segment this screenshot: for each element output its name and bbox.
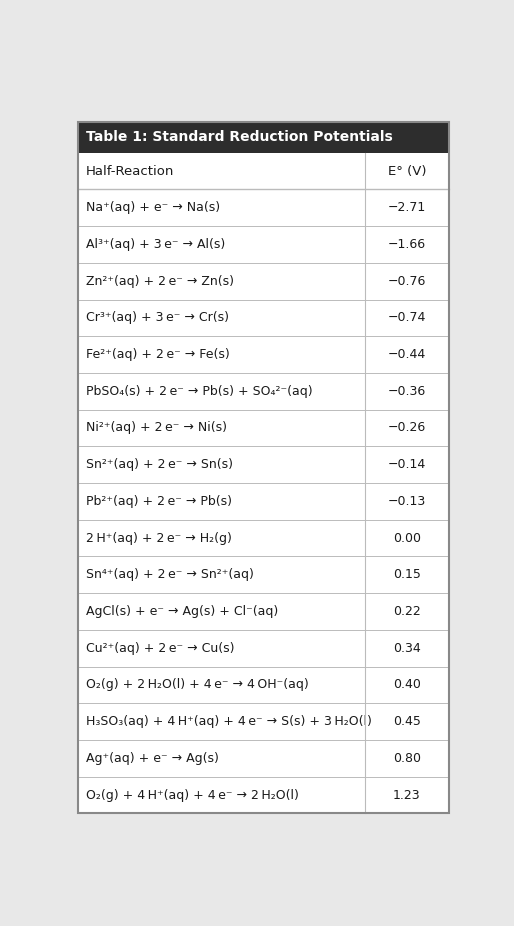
Text: Sn²⁺(aq) + 2 e⁻ → Sn(s): Sn²⁺(aq) + 2 e⁻ → Sn(s): [86, 458, 233, 471]
Text: Sn⁴⁺(aq) + 2 e⁻ → Sn²⁺(aq): Sn⁴⁺(aq) + 2 e⁻ → Sn²⁺(aq): [86, 569, 254, 582]
Text: Table 1: Standard Reduction Potentials: Table 1: Standard Reduction Potentials: [86, 131, 393, 144]
Text: O₂(g) + 4 H⁺(aq) + 4 e⁻ → 2 H₂O(l): O₂(g) + 4 H⁺(aq) + 4 e⁻ → 2 H₂O(l): [86, 789, 299, 802]
Text: Fe²⁺(aq) + 2 e⁻ → Fe(s): Fe²⁺(aq) + 2 e⁻ → Fe(s): [86, 348, 230, 361]
Text: AgCl(s) + e⁻ → Ag(s) + Cl⁻(aq): AgCl(s) + e⁻ → Ag(s) + Cl⁻(aq): [86, 605, 278, 618]
Text: 1.23: 1.23: [393, 789, 421, 802]
Bar: [78, 122, 449, 153]
Text: −0.44: −0.44: [388, 348, 426, 361]
Text: Cr³⁺(aq) + 3 e⁻ → Cr(s): Cr³⁺(aq) + 3 e⁻ → Cr(s): [86, 311, 229, 324]
Text: −0.76: −0.76: [388, 275, 426, 288]
Text: Al³⁺(aq) + 3 e⁻ → Al(s): Al³⁺(aq) + 3 e⁻ → Al(s): [86, 238, 225, 251]
Text: −0.14: −0.14: [388, 458, 426, 471]
Text: Na⁺(aq) + e⁻ → Na(s): Na⁺(aq) + e⁻ → Na(s): [86, 201, 220, 214]
Text: 0.45: 0.45: [393, 715, 421, 728]
Text: 2 H⁺(aq) + 2 e⁻ → H₂(g): 2 H⁺(aq) + 2 e⁻ → H₂(g): [86, 532, 232, 544]
Text: Cu²⁺(aq) + 2 e⁻ → Cu(s): Cu²⁺(aq) + 2 e⁻ → Cu(s): [86, 642, 234, 655]
Text: Half-Reaction: Half-Reaction: [86, 165, 174, 178]
Text: Ag⁺(aq) + e⁻ → Ag(s): Ag⁺(aq) + e⁻ → Ag(s): [86, 752, 219, 765]
Text: −0.74: −0.74: [388, 311, 426, 324]
Text: E° (V): E° (V): [388, 165, 426, 178]
Text: 0.40: 0.40: [393, 679, 421, 692]
Text: −0.26: −0.26: [388, 421, 426, 434]
Text: −0.13: −0.13: [388, 494, 426, 507]
Text: −2.71: −2.71: [388, 201, 426, 214]
Text: 0.22: 0.22: [393, 605, 421, 618]
Text: H₃SO₃(aq) + 4 H⁺(aq) + 4 e⁻ → S(s) + 3 H₂O(l): H₃SO₃(aq) + 4 H⁺(aq) + 4 e⁻ → S(s) + 3 H…: [86, 715, 372, 728]
Text: −0.36: −0.36: [388, 385, 426, 398]
Text: Zn²⁺(aq) + 2 e⁻ → Zn(s): Zn²⁺(aq) + 2 e⁻ → Zn(s): [86, 275, 234, 288]
Text: 0.15: 0.15: [393, 569, 421, 582]
Text: PbSO₄(s) + 2 e⁻ → Pb(s) + SO₄²⁻(aq): PbSO₄(s) + 2 e⁻ → Pb(s) + SO₄²⁻(aq): [86, 385, 313, 398]
Text: Ni²⁺(aq) + 2 e⁻ → Ni(s): Ni²⁺(aq) + 2 e⁻ → Ni(s): [86, 421, 227, 434]
Text: O₂(g) + 2 H₂O(l) + 4 e⁻ → 4 OH⁻(aq): O₂(g) + 2 H₂O(l) + 4 e⁻ → 4 OH⁻(aq): [86, 679, 309, 692]
Text: 0.00: 0.00: [393, 532, 421, 544]
Text: 0.34: 0.34: [393, 642, 421, 655]
Text: 0.80: 0.80: [393, 752, 421, 765]
Text: Pb²⁺(aq) + 2 e⁻ → Pb(s): Pb²⁺(aq) + 2 e⁻ → Pb(s): [86, 494, 232, 507]
Text: −1.66: −1.66: [388, 238, 426, 251]
